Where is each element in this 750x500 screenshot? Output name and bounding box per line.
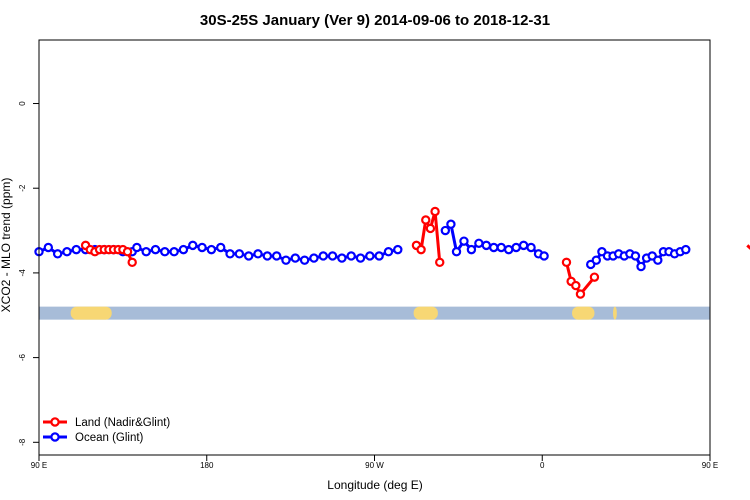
data-point [653,255,663,265]
land-band-segment [572,306,595,320]
land-band-segment [613,306,617,320]
data-point [141,247,151,257]
data-point [122,247,133,257]
data-point [518,240,529,251]
y-tick-label: -6 [18,354,27,362]
data-point [496,242,506,253]
data-point [62,247,72,257]
data-point [299,255,310,265]
data-point [206,244,217,255]
data-point [459,236,469,246]
data-point [636,261,646,272]
legend: Land (Nadir&Glint) Ocean (Glint) [43,417,170,444]
data-point [365,251,375,261]
ocean-band [39,306,710,320]
y-tick-label: -2 [18,184,27,192]
legend-entry: Land (Nadir&Glint) [43,417,170,429]
data-point [281,255,291,265]
data-point [243,251,254,261]
data-point [589,272,600,282]
data-point [630,251,641,261]
chart-title: 30S-25S January (Ver 9) 2014-09-06 to 20… [200,12,550,29]
data-point [188,240,198,251]
x-axis-label: Longitude (deg E) [327,478,422,492]
data-point [511,242,521,253]
x-tick-label: 90 E [702,461,718,470]
legend-label: Ocean (Glint) [75,432,144,444]
data-point [440,225,451,236]
land-band-segment [413,306,438,320]
series-layer [34,206,750,299]
y-tick-label: -4 [18,269,27,277]
data-point [290,253,300,263]
y-axis-label: XCO2 - MLO trend (ppm) [0,178,13,313]
land-ocean-band [39,306,710,320]
data-point [271,251,282,261]
data-point [446,219,456,229]
x-tick-label: 90 E [31,461,47,470]
data-point [346,251,356,261]
data-point [160,247,170,257]
data-point [539,251,549,261]
legend-entry: Ocean (Glint) [43,432,144,444]
data-point [681,244,691,255]
x-tick-label: 0 [540,461,545,470]
data-point [561,257,572,268]
land-band-segment [70,306,112,320]
data-point [309,253,319,263]
data-point [374,251,384,261]
data-point [178,244,189,255]
data-point [337,253,347,263]
data-point [216,242,226,253]
data-point [489,242,499,253]
data-point [43,242,54,253]
data-point [393,244,403,255]
y-tick-label: -8 [18,438,27,446]
data-point [52,249,63,259]
y-axis: 0 -2 -4 -6 -8 [18,101,39,446]
data-point [225,249,235,259]
data-point [430,206,440,217]
series-ocean-glint- [34,219,691,272]
legend-marker [50,417,60,427]
data-point [435,257,445,268]
data-point [383,247,394,257]
data-point [416,244,426,255]
data-point [253,249,263,259]
data-point [591,255,602,265]
data-point [421,215,431,225]
x-tick-label: 90 W [365,461,384,470]
data-point [451,247,462,257]
data-point [132,242,142,253]
data-point [526,242,536,253]
data-point [127,257,137,268]
data-point [150,244,161,255]
data-point [474,238,484,248]
data-point [327,251,338,261]
x-axis: 90 E 180 90 W 0 90 E [31,455,718,470]
data-point [571,280,581,291]
x-tick-label: 180 [200,461,214,470]
data-point [71,244,81,255]
data-point [318,251,328,261]
series-land-nadir-glint- [80,206,750,299]
data-point [355,253,366,263]
data-point [425,223,436,234]
legend-label: Land (Nadir&Glint) [75,417,170,429]
data-point [262,251,273,261]
data-point [466,244,477,255]
data-point [575,289,586,299]
data-point [169,247,179,257]
y-tick-label: 0 [18,101,27,106]
legend-marker [50,432,60,442]
data-point [234,249,245,259]
data-point [197,242,207,253]
data-point [504,244,514,255]
data-point [481,240,492,251]
